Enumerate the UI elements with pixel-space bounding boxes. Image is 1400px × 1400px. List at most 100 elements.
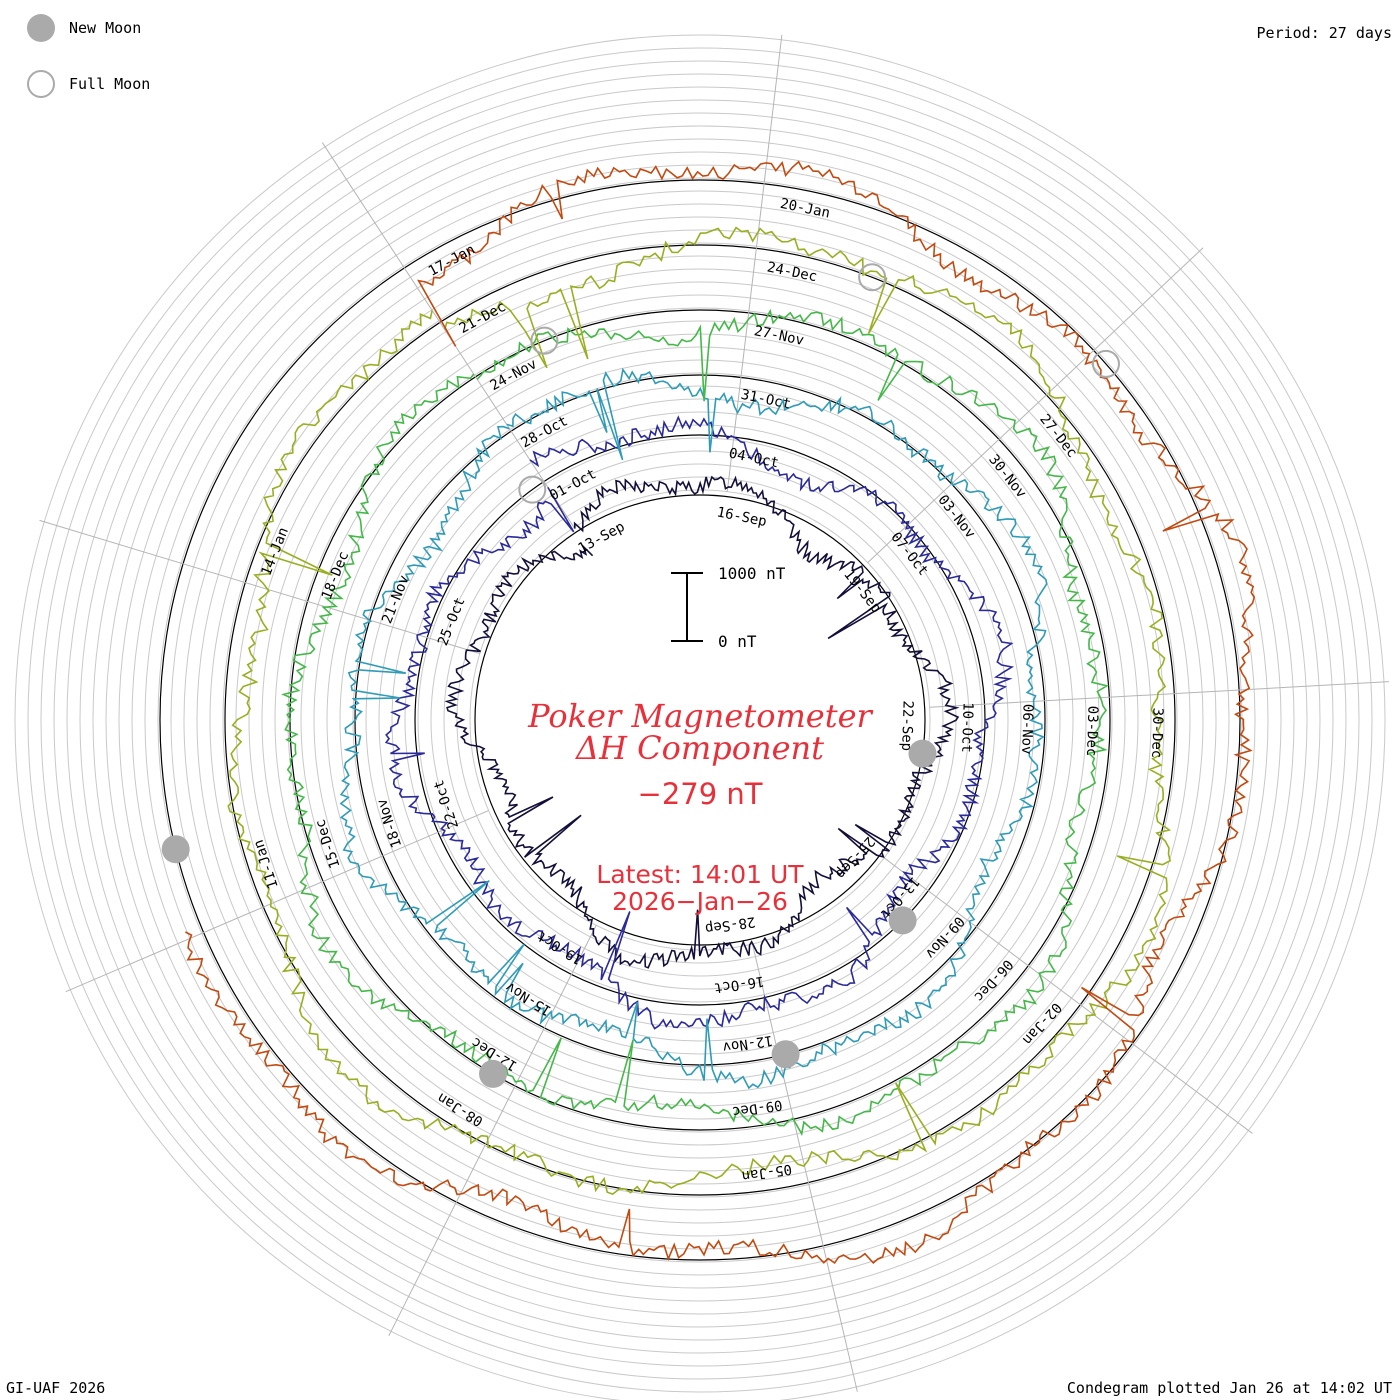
full-moon-icon [27,70,55,98]
spoke-line [65,810,489,993]
guide-circle [365,385,1035,1055]
spoke-line [321,142,575,528]
date-label: 03-Nov [934,492,978,542]
guide-circle [79,99,1321,1341]
guide-circle [456,476,944,964]
spoke-line [883,857,1253,1134]
spokes [39,34,1389,1392]
credit-label: GI-UAF 2026 [6,1379,106,1397]
guide-circle [183,203,1217,1237]
latest-date: 2026−Jan−26 [612,887,788,916]
guide-circle [391,411,1009,1029]
date-label: 16-Oct [713,973,765,996]
legend-new-moon-label: New Moon [69,19,142,37]
spoke-line [39,519,480,654]
date-label: 10-Oct [958,702,975,753]
guide-circle [40,60,1360,1380]
series-line [384,415,1015,1030]
baseline-circle [159,179,1241,1261]
guide-circle [157,177,1243,1263]
guide-circle [209,229,1191,1211]
date-label: 09-Dec [731,1096,783,1119]
guide-circles [14,34,1386,1400]
date-label: 01-Oct [547,466,599,504]
date-label: 20-Jan [779,196,832,222]
series-line [281,308,1110,1137]
baseline-circle [224,244,1176,1196]
guide-circle [27,47,1373,1393]
chart-title-line1: Poker Magnetometer [528,697,872,735]
guide-circle [105,125,1295,1315]
guide-circle [196,216,1204,1224]
latest-time: Latest: 14:01 UT [596,860,804,889]
legend-full-moon-label: Full Moon [69,75,151,93]
guide-circle [287,307,1113,1133]
full-moon-marker [530,326,559,355]
scale-bar-bottom-label: 0 nT [718,632,757,651]
legend-full-moon: Full Moon [27,70,150,98]
date-label: 27-Dec [1036,411,1080,461]
date-label: 04-Oct [727,446,780,472]
date-label: 21-Dec [457,299,509,337]
date-label: 06-Nov [1018,704,1035,755]
guide-circle [248,268,1152,1172]
guide-circle [118,138,1282,1302]
full-moon-marker [1091,349,1120,378]
full-moon-marker [858,263,887,292]
guide-circle [430,450,970,990]
series-line [444,475,960,969]
date-label: 12-Nov [721,1032,773,1055]
guide-circle [144,164,1256,1276]
guide-circle [300,320,1100,1120]
new-moon-marker [161,835,190,864]
date-label: 09-Nov [922,913,968,961]
guide-circle [66,86,1334,1354]
spoke-line [751,943,858,1392]
guide-circle [326,346,1074,1094]
guide-circle [131,151,1269,1289]
current-value: −279 nT [637,777,763,811]
new-moon-marker [479,1059,508,1088]
spoke-line [726,34,783,492]
date-label: 28-Oct [519,413,571,451]
new-moon-marker [888,906,917,935]
guide-circle [14,34,1386,1400]
guide-circle [92,112,1308,1328]
guide-circle [417,437,983,1003]
spoke-line [867,247,1204,563]
date-label: 28-Sep [704,913,756,936]
guide-circle [53,73,1347,1367]
guide-circle [378,398,1022,1042]
date-label: 19-Oct [534,927,585,967]
date-label: 16-Sep [715,504,768,530]
guide-circle [235,255,1165,1185]
legend-new-moon: New Moon [27,14,141,42]
guide-circle [274,294,1126,1146]
series-line [339,367,1048,1090]
new-moon-marker [908,739,937,768]
new-moon-marker [771,1040,800,1069]
guide-circle [339,359,1061,1081]
date-label: 08-Jan [435,1089,486,1129]
plot-time-label: Condegram plotted Jan 26 at 14:02 UT [1066,1379,1392,1397]
date-label: 27-Nov [753,323,806,349]
date-label: 06-Dec [970,956,1016,1004]
date-label: 24-Dec [766,259,819,285]
data-series [185,160,1256,1265]
period-label: Period: 27 days [1256,24,1392,42]
date-label: 05-Jan [741,1161,793,1184]
guide-circle [222,242,1178,1198]
new-moon-icon [27,14,55,42]
scale-bar: 1000 nT 0 nT [671,564,786,651]
full-moon-marker [518,475,547,504]
date-label: 22-Sep [898,700,915,751]
guide-circle [261,281,1139,1159]
date-label: 30-Nov [985,452,1029,502]
series-line [185,160,1256,1265]
spoke-line [388,925,597,1337]
spoke-line [929,681,1389,708]
series-line [227,226,1172,1195]
date-label: 03-Dec [1083,706,1100,757]
date-label: 30-Dec [1148,707,1165,758]
